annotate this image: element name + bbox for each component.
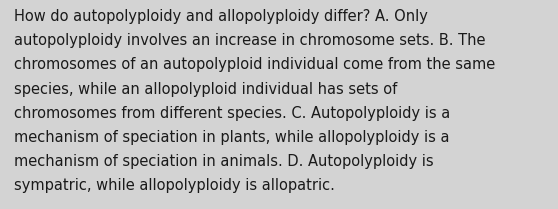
Text: mechanism of speciation in animals. D. Autopolyploidy is: mechanism of speciation in animals. D. A… — [14, 154, 434, 169]
Text: species, while an allopolyploid individual has sets of: species, while an allopolyploid individu… — [14, 82, 397, 97]
Text: mechanism of speciation in plants, while allopolyploidy is a: mechanism of speciation in plants, while… — [14, 130, 449, 145]
Text: chromosomes of an autopolyploid individual come from the same: chromosomes of an autopolyploid individu… — [14, 57, 495, 73]
Text: autopolyploidy involves an increase in chromosome sets. B. The: autopolyploidy involves an increase in c… — [14, 33, 485, 48]
Text: How do autopolyploidy and allopolyploidy differ? A. Only: How do autopolyploidy and allopolyploidy… — [14, 9, 428, 24]
Text: sympatric, while allopolyploidy is allopatric.: sympatric, while allopolyploidy is allop… — [14, 178, 335, 193]
Text: chromosomes from different species. C. Autopolyploidy is a: chromosomes from different species. C. A… — [14, 106, 450, 121]
